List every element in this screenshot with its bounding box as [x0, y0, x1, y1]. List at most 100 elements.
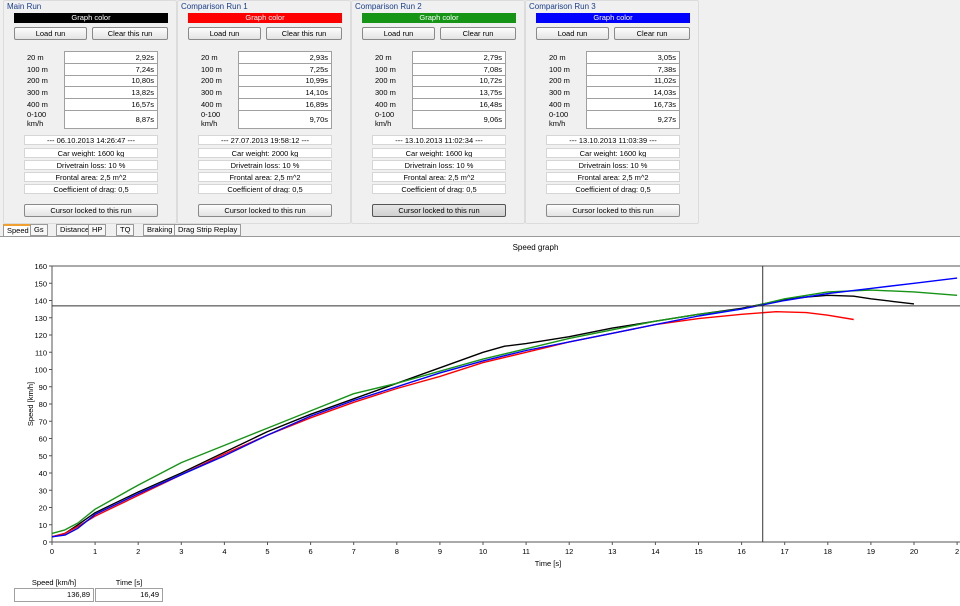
load-run-button[interactable]: Load run: [362, 27, 435, 40]
run-date: --- 06.10.2013 14:26:47 ---: [24, 135, 158, 145]
split-value: 7,38s: [585, 62, 680, 76]
frontal-area: Frontal area: 2,5 m^2: [198, 172, 332, 182]
y-tick-label: 40: [39, 469, 47, 478]
load-run-button[interactable]: Load run: [188, 27, 261, 40]
clear-run-button[interactable]: Clear this run: [92, 27, 168, 40]
clear-run-button[interactable]: Clear run: [614, 27, 690, 40]
series-line-0: [51, 294, 915, 538]
speed-chart[interactable]: 0102030405060708090100110120130140150160…: [0, 237, 960, 577]
split-label: 20 m: [549, 52, 566, 62]
load-run-button[interactable]: Load run: [14, 27, 87, 40]
split-row: 0-100 km/h 9,06s: [372, 109, 506, 129]
car-weight: Car weight: 1600 kg: [24, 148, 158, 158]
y-tick-label: 110: [35, 348, 47, 357]
y-tick-label: 70: [39, 417, 47, 426]
run-panel-comparison-1: Comparison Run 1 Graph color Load run Cl…: [177, 0, 351, 224]
y-tick-label: 160: [34, 262, 47, 271]
split-row: 300 m 13,75s: [372, 86, 506, 100]
frontal-area: Frontal area: 2,5 m^2: [546, 172, 680, 182]
tab-hp[interactable]: HP: [88, 224, 107, 236]
series-line-2: [51, 289, 958, 535]
x-tick-label: 19: [867, 547, 875, 556]
split-row: 0-100 km/h 8,87s: [24, 109, 158, 129]
y-tick-label: 0: [43, 538, 47, 547]
split-row: 400 m 16,57s: [24, 98, 158, 111]
graph-color-button[interactable]: Graph color: [362, 13, 516, 23]
cursor-lock-button[interactable]: Cursor locked to this run: [546, 204, 680, 217]
car-weight: Car weight: 1600 kg: [546, 148, 680, 158]
clear-run-button[interactable]: Clear this run: [266, 27, 342, 40]
graph-color-button[interactable]: Graph color: [536, 13, 690, 23]
y-tick-label: 100: [34, 366, 47, 375]
cursor-lock-button[interactable]: Cursor locked to this run: [198, 204, 332, 217]
y-tick-label: 140: [34, 297, 47, 306]
split-row: 200 m 10,99s: [198, 74, 332, 88]
series-line-1: [51, 311, 854, 538]
tab-drag-strip-replay[interactable]: Drag Strip Replay: [174, 224, 242, 236]
x-tick-label: 7: [352, 547, 356, 556]
split-value: 14,03s: [585, 86, 680, 100]
x-tick-label: 2: [136, 547, 140, 556]
split-label: 20 m: [375, 52, 392, 62]
split-value: 16,73s: [585, 98, 680, 111]
y-tick-label: 150: [34, 279, 47, 288]
split-value: 7,24s: [63, 62, 158, 76]
split-value: 10,80s: [63, 74, 158, 88]
run-title: Comparison Run 1: [181, 2, 248, 11]
split-label: 400 m: [27, 100, 48, 110]
split-value: 16,89s: [237, 98, 332, 111]
split-label: 20 m: [27, 52, 44, 62]
frontal-area: Frontal area: 2,5 m^2: [372, 172, 506, 182]
split-value: 7,08s: [411, 62, 506, 76]
time-readout-label: Time [s]: [115, 578, 143, 587]
split-label: 100 m: [375, 64, 396, 74]
split-times-table: 20 m 2,92s 100 m 7,24s 200 m 10,80s 300 m 13…: [24, 51, 158, 129]
split-label: 300 m: [201, 88, 222, 98]
tab-gs[interactable]: Gs: [30, 224, 48, 236]
load-run-button[interactable]: Load run: [536, 27, 609, 40]
split-label: 0-100 km/h: [549, 110, 569, 129]
run-panel-main: Main Run Graph color Load run Clear this…: [3, 0, 177, 224]
split-value: 13,75s: [411, 86, 506, 100]
split-label: 0-100 km/h: [27, 110, 47, 129]
graph-color-button[interactable]: Graph color: [14, 13, 168, 23]
tab-tq[interactable]: TQ: [116, 224, 135, 236]
x-tick-label: 5: [265, 547, 269, 556]
split-row: 400 m 16,73s: [546, 98, 680, 111]
split-label: 200 m: [549, 76, 570, 86]
plot-frame: [51, 265, 960, 543]
tab-braking[interactable]: Braking: [143, 224, 177, 236]
cursor-lock-button[interactable]: Cursor locked to this run: [372, 204, 506, 217]
x-tick-label: 15: [694, 547, 702, 556]
split-label: 200 m: [201, 76, 222, 86]
y-axis-label: Speed [km/h]: [26, 382, 35, 426]
drivetrain-loss: Drivetrain loss: 10 %: [24, 160, 158, 170]
x-tick-label: 10: [479, 547, 487, 556]
split-label: 100 m: [201, 64, 222, 74]
cursor-lock-button[interactable]: Cursor locked to this run: [24, 204, 158, 217]
graph-color-button[interactable]: Graph color: [188, 13, 342, 23]
split-row: 400 m 16,89s: [198, 98, 332, 111]
y-tick-label: 120: [34, 331, 47, 340]
series-line-3: [51, 277, 958, 538]
chart-title: Speed graph: [512, 243, 559, 252]
clear-run-button[interactable]: Clear run: [440, 27, 516, 40]
x-tick-label: 1: [93, 547, 97, 556]
run-title: Main Run: [7, 2, 42, 11]
time-readout-value: 16,49: [95, 588, 163, 602]
split-value: 2,93s: [237, 51, 332, 64]
x-tick-label: 9: [438, 547, 442, 556]
split-label: 400 m: [549, 100, 570, 110]
split-label: 300 m: [549, 88, 570, 98]
split-label: 0-100 km/h: [201, 110, 221, 129]
speed-graph-panel[interactable]: Speed graph 0 10 20 30 40 50 60 70 80 90 100 110 120…: [0, 236, 960, 576]
split-value: 2,79s: [411, 51, 506, 64]
drivetrain-loss: Drivetrain loss: 10 %: [198, 160, 332, 170]
split-label: 100 m: [27, 64, 48, 74]
run-date: --- 13.10.2013 11:02:34 ---: [372, 135, 506, 145]
split-value: 10,72s: [411, 74, 506, 88]
y-tick-label: 130: [34, 314, 47, 323]
split-row: 200 m 10,80s: [24, 74, 158, 88]
split-row: 300 m 13,82s: [24, 86, 158, 100]
y-tick-label: 50: [39, 452, 47, 461]
